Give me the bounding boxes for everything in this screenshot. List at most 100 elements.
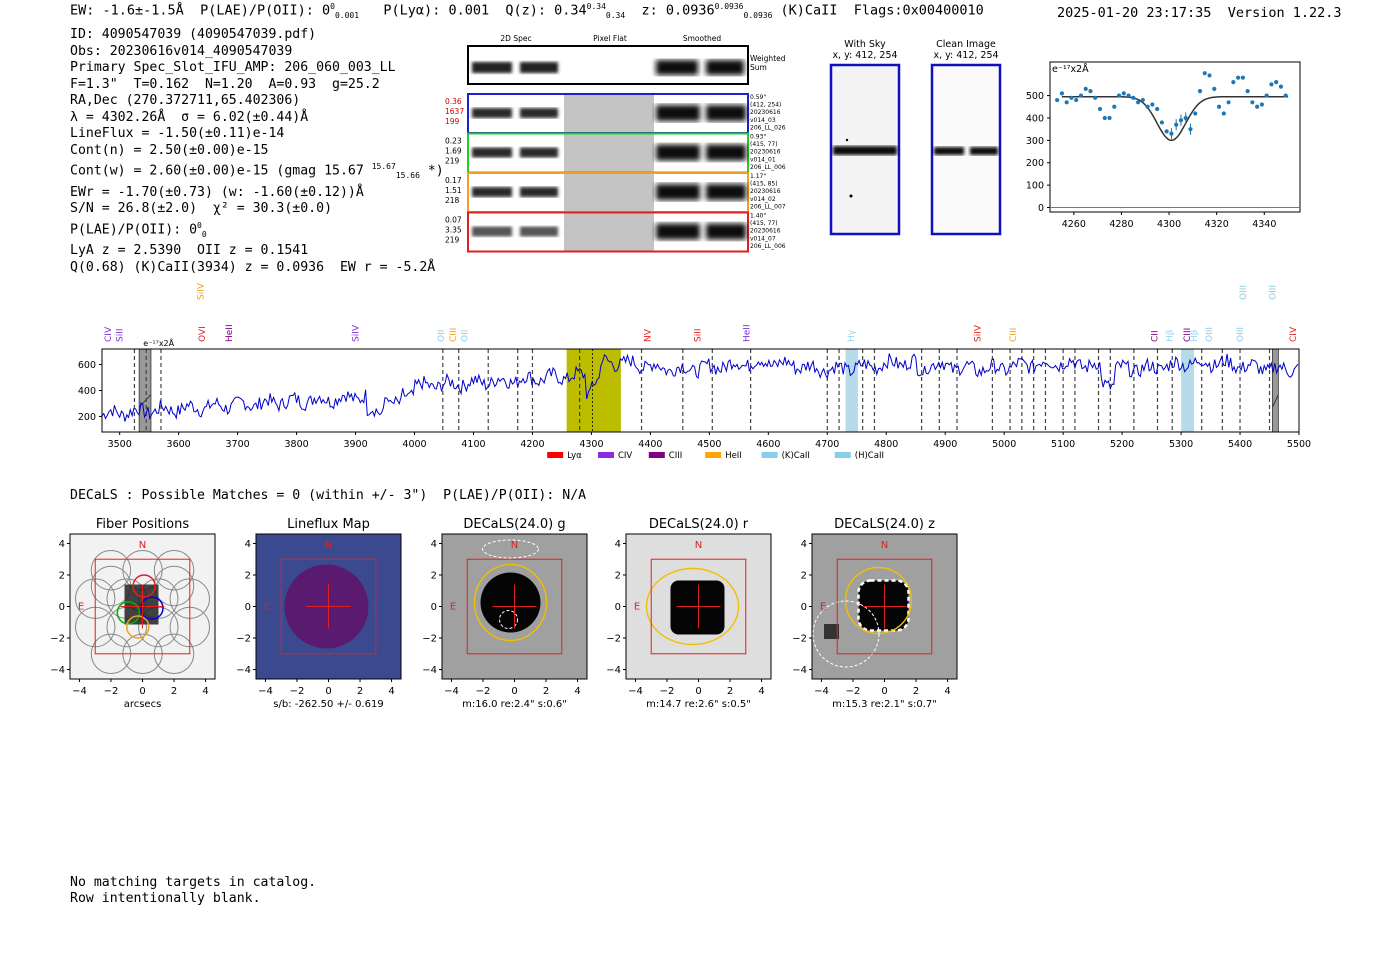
decals-north-4: N (881, 540, 888, 551)
spectrum-xtick-label-4400: 4400 (638, 439, 662, 450)
decals-fiber-0 (90, 550, 132, 591)
zoom-xtick-label-4300: 4300 (1157, 219, 1181, 230)
info-id: ID: 4090547039 (4090547039.pdf) (70, 27, 317, 42)
cutout-row-right-3-1: (415, 77) (750, 220, 778, 227)
cutout-row-2d-b-1 (520, 147, 558, 158)
spectrum-xtick-label-5100: 5100 (1051, 439, 1075, 450)
info-fit: F=1.3" T=0.162 N=1.20 A=0.93 g=25.2 (70, 76, 380, 92)
zoom-point-15 (1126, 93, 1131, 98)
spectrum-line-label-7: CIII (449, 328, 459, 342)
info-primary: Primary Spec_Slot_IFU_AMP: 206_060_003_L… (70, 60, 396, 75)
zoom-xtick-label-4260: 4260 (1062, 219, 1086, 230)
decals-ytick-label-3--2: −2 (606, 634, 621, 645)
header-datetime: 2025-01-20 23:17:35 (1057, 5, 1212, 21)
spectrum-line-label-15: CII (1151, 330, 1161, 342)
decals-xtick-label-3-4: 4 (758, 686, 764, 697)
zoom-point-9 (1097, 106, 1103, 112)
cutout-row-left-3-2: 219 (445, 236, 460, 245)
decals-ytick-label-0--2: −2 (50, 634, 65, 645)
clean-trace-b (970, 147, 998, 155)
info-gmag-sub: 15.66 (395, 171, 420, 181)
spectrum-legend-label-3: HeII (725, 451, 742, 461)
spectrum-gray-band-1 (1272, 348, 1279, 433)
spectrum-legend-swatch-4 (761, 452, 778, 458)
decals-fiber-orange (126, 615, 150, 639)
cutout-row-2d-a-1 (472, 147, 512, 158)
cutout-row-left-2-0: 0.17 (445, 176, 462, 185)
with-sky-speck-b (849, 194, 853, 198)
header-qz: Q(z): 0.34 (505, 2, 587, 19)
decals-ytick-label-0-2: 2 (59, 570, 65, 581)
full-spectrum-chart: 200 400 600 3500 3600 3700 3800 3900 4000 4100 420… (78, 282, 1311, 461)
zoom-point-1 (1059, 91, 1065, 96)
cutout-row-left-2-1: 1.51 (445, 186, 462, 195)
zoom-point-20 (1150, 102, 1155, 107)
header-plae-sub: 0.001 (334, 11, 360, 21)
spectra-cutouts: 2D Spec Pixel Flat Smoothed Weighted Sum… (445, 34, 786, 253)
clean-image-title: Clean Image (936, 39, 996, 50)
spectrum-xtick-label-4800: 4800 (874, 439, 898, 450)
sky-clean-images: With Sky x, y: 412, 254 Clean Image x, y… (829, 39, 1002, 236)
cutout-row-smooth-b-2 (706, 184, 746, 200)
cutout-row-left-3-0: 0.07 (445, 216, 462, 225)
spectrum-xtick-label-4500: 4500 (697, 439, 721, 450)
weighted-sum-frame (467, 45, 749, 85)
decals-xtick-label-4--2: −2 (846, 686, 861, 697)
zoom-point-27 (1183, 115, 1188, 121)
decals-caption-0: arcsecs (124, 699, 162, 710)
note-blank-row: Row intentionally blank. (70, 890, 261, 906)
zoom-point-0 (1055, 97, 1060, 103)
decals-xtick-label-3--4: −4 (628, 686, 643, 697)
cutout-row-2d-a-0 (472, 108, 512, 118)
spectrum-line-label-4: HeII (225, 324, 235, 342)
cutout-row-right-2-3: v014_02 (750, 196, 776, 203)
zoom-point-37 (1231, 80, 1236, 85)
decals-panel-4: DECaLS(24.0) z N E −4 −4 −2 −2 0 0 2 2 4 4 m:15.3 re:… (792, 517, 958, 710)
spectrum-legend-label-5: (H)CaII (855, 451, 884, 461)
info-plae: P(LAE)/P(OII): 000 (70, 218, 444, 244)
zoom-point-31 (1202, 71, 1207, 76)
cutout-row-right-3-0: 1.40" (750, 213, 766, 220)
spectrum-xtick-label-3600: 3600 (167, 439, 191, 450)
with-sky-trace (833, 146, 897, 155)
header-z: z: 0.0936 (641, 2, 715, 19)
cutout-row-smooth-b-0 (706, 105, 746, 121)
zoom-point-17 (1135, 100, 1141, 105)
header-z-sup: 0.0936 (714, 2, 744, 11)
decals-ytick-label-0-4: 4 (59, 539, 65, 550)
zoom-ytick-label-100: 100 (1026, 181, 1044, 192)
decals-xtick-label-3-0: 0 (695, 686, 701, 697)
info-obs: Obs: 20230616v014_4090547039 (70, 43, 293, 59)
zoom-point-48 (1283, 93, 1288, 98)
catalog-notes: No matching targets in catalog. Row inte… (70, 875, 316, 906)
decals-panel-0: Fiber Positions N E −4 −4 −2 −2 0 0 2 2 4 4 arcsecs (50, 517, 216, 710)
decals-ytick-label-1--4: −4 (236, 665, 251, 676)
cutout-row-left-0-1: 1637 (445, 107, 464, 116)
decals-xtick-label-2-0: 0 (511, 686, 517, 697)
decals-xtick-label-1--4: −4 (258, 686, 273, 697)
spectrum-fit-window (566, 349, 621, 432)
zoom-point-14 (1121, 91, 1126, 96)
cutout-row-smooth-a-0 (656, 105, 700, 121)
decals-g-ring-top (482, 539, 539, 559)
decals-ytick-label-4-4: 4 (801, 539, 807, 550)
spectrum-line-label-16: Hβ (1165, 329, 1175, 342)
decals-east-0: E (78, 602, 84, 613)
header-plae-sup: 0 (330, 2, 335, 11)
zoom-point-25 (1174, 122, 1179, 127)
decals-r-ellipse (645, 567, 740, 646)
decals-fiber-red (132, 574, 156, 598)
info-lambda: λ = 4302.26Å σ = 6.02(±0.44)Å (70, 109, 309, 125)
cutout-row-left-3-1: 3.35 (445, 226, 462, 235)
zoom-point-19 (1145, 104, 1150, 109)
zoom-point-43 (1259, 102, 1265, 107)
cutout-row-right-3-2: 20230616 (750, 228, 781, 235)
decals-east-4: E (820, 602, 826, 613)
zoom-point-13 (1116, 93, 1122, 98)
cutout-row-smooth-a-3 (656, 223, 700, 240)
header-qz-sup: 0.34 (586, 2, 606, 11)
cutout-row-2d-b-0 (520, 108, 558, 118)
decals-ytick-label-2-2: 2 (431, 570, 437, 581)
decals-g-ring (499, 610, 518, 629)
cutout-row-right-0-0: 0.59" (750, 94, 766, 101)
